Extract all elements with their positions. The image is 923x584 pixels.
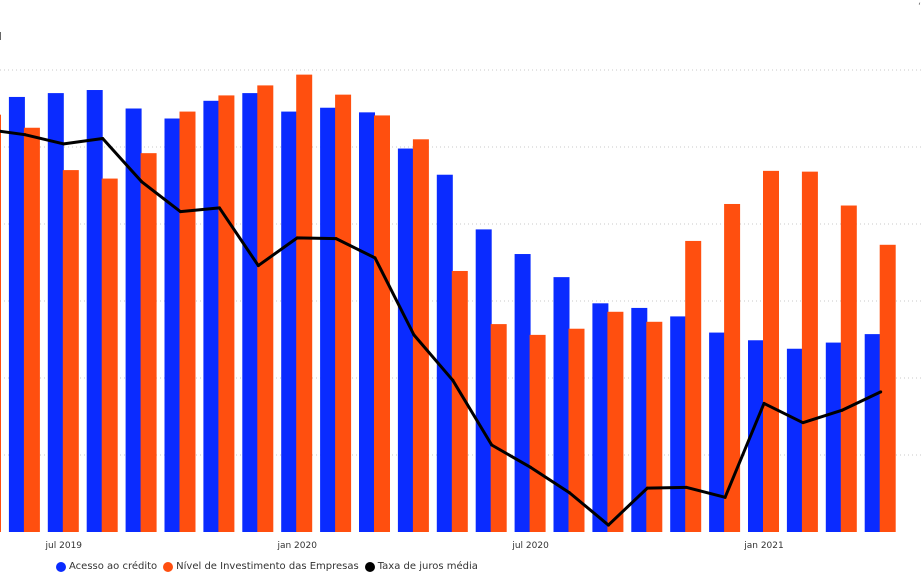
legend-label-acesso: Acesso ao crédito: [69, 561, 158, 572]
bar-acesso-credito[interactable]: [8, 96, 25, 532]
bars: [0, 74, 896, 533]
line-point[interactable]: [879, 390, 883, 394]
line-point[interactable]: [490, 443, 494, 447]
bar-investimento[interactable]: [801, 171, 818, 532]
bar-investimento[interactable]: [451, 270, 468, 532]
line-point[interactable]: [373, 256, 377, 260]
bar-investimento[interactable]: [646, 321, 663, 532]
bar-acesso-credito[interactable]: [631, 307, 648, 532]
bar-acesso-credito[interactable]: [203, 100, 220, 533]
line-point[interactable]: [451, 378, 455, 382]
bar-investimento[interactable]: [0, 114, 1, 532]
line-point[interactable]: [295, 236, 299, 240]
bar-acesso-credito[interactable]: [514, 254, 531, 532]
bar-acesso-credito[interactable]: [864, 334, 881, 532]
bar-acesso-credito[interactable]: [670, 316, 687, 532]
bar-investimento[interactable]: [412, 139, 429, 533]
bar-acesso-credito[interactable]: [281, 111, 298, 532]
bar-acesso-credito[interactable]: [475, 229, 492, 532]
line-point[interactable]: [684, 485, 688, 489]
bar-investimento[interactable]: [23, 127, 40, 532]
bar-investimento[interactable]: [879, 244, 896, 533]
x-tick-label: jan 2020: [276, 541, 317, 551]
bar-acesso-credito[interactable]: [592, 303, 609, 532]
bar-investimento[interactable]: [335, 94, 352, 532]
bar-investimento[interactable]: [101, 178, 118, 532]
line-series: [0, 129, 883, 527]
legend: Acesso ao crédito Nível de Investimento …: [56, 561, 478, 572]
bar-investimento[interactable]: [763, 170, 779, 532]
legend-label-juros: Taxa de juros média: [377, 561, 478, 572]
bar-investimento[interactable]: [218, 95, 235, 532]
legend-label-investimento: Nível de Investimento das Empresas: [176, 561, 359, 572]
line-point[interactable]: [62, 142, 66, 146]
line-point[interactable]: [101, 137, 105, 141]
bar-investimento[interactable]: [140, 153, 157, 532]
x-tick-label: jan 2021: [743, 541, 784, 551]
legend-dot-juros: [364, 561, 375, 572]
axis-marker: [0, 32, 1, 40]
bar-investimento[interactable]: [724, 203, 741, 533]
bar-acesso-credito[interactable]: [397, 148, 414, 533]
bar-acesso-credito[interactable]: [86, 90, 103, 533]
legend-item-juros[interactable]: Taxa de juros média: [364, 561, 478, 572]
bar-acesso-credito[interactable]: [748, 340, 764, 532]
bar-acesso-credito[interactable]: [436, 174, 453, 532]
corner-mark: ‘: [918, 2, 921, 12]
line-point[interactable]: [529, 465, 533, 469]
legend-dot-acesso: [56, 561, 66, 572]
bar-acesso-credito[interactable]: [825, 342, 842, 532]
line-point[interactable]: [645, 486, 649, 490]
bar-acesso-credito[interactable]: [164, 118, 181, 532]
line-point[interactable]: [762, 401, 766, 405]
bar-acesso-credito[interactable]: [320, 107, 337, 532]
legend-dot-investimento: [163, 561, 174, 572]
line-point[interactable]: [179, 210, 182, 214]
bar-investimento[interactable]: [62, 170, 79, 532]
bar-investimento[interactable]: [490, 324, 507, 532]
bar-acesso-credito[interactable]: [47, 93, 64, 532]
line-point[interactable]: [801, 421, 805, 425]
x-tick-label: jul 2020: [511, 541, 549, 551]
bar-investimento[interactable]: [374, 115, 390, 533]
bar-acesso-credito[interactable]: [242, 93, 259, 532]
line-point[interactable]: [140, 180, 144, 184]
bar-investimento[interactable]: [257, 85, 274, 533]
line-point[interactable]: [412, 333, 416, 337]
x-tick-label: jul 2019: [45, 541, 83, 551]
line-point[interactable]: [568, 491, 571, 495]
bar-investimento[interactable]: [568, 328, 585, 532]
bar-acesso-credito[interactable]: [786, 348, 803, 532]
line-point[interactable]: [840, 408, 844, 412]
line-taxa-juros[interactable]: [0, 129, 882, 527]
bar-acesso-credito[interactable]: [553, 277, 570, 532]
x-axis: jul 2019 jan 2020 jul 2020 jan 2021: [45, 541, 784, 551]
legend-item-investimento[interactable]: Nível de Investimento das Empresas: [163, 561, 359, 572]
bar-acesso-credito[interactable]: [709, 332, 726, 532]
legend-item-acesso[interactable]: Acesso ao crédito: [56, 561, 157, 572]
line-point[interactable]: [723, 495, 727, 499]
line-point[interactable]: [256, 264, 260, 268]
bar-investimento[interactable]: [179, 111, 196, 532]
bar-acesso-credito[interactable]: [359, 112, 375, 532]
bar-acesso-credito[interactable]: [125, 108, 142, 533]
line-point[interactable]: [217, 206, 221, 210]
line-point[interactable]: [606, 523, 610, 527]
line-point[interactable]: [23, 133, 27, 137]
bar-investimento[interactable]: [529, 334, 546, 532]
bar-investimento[interactable]: [296, 74, 313, 533]
bar-investimento[interactable]: [607, 311, 624, 532]
bar-investimento[interactable]: [840, 205, 857, 532]
line-point[interactable]: [334, 237, 338, 241]
bar-investimento[interactable]: [685, 240, 702, 532]
